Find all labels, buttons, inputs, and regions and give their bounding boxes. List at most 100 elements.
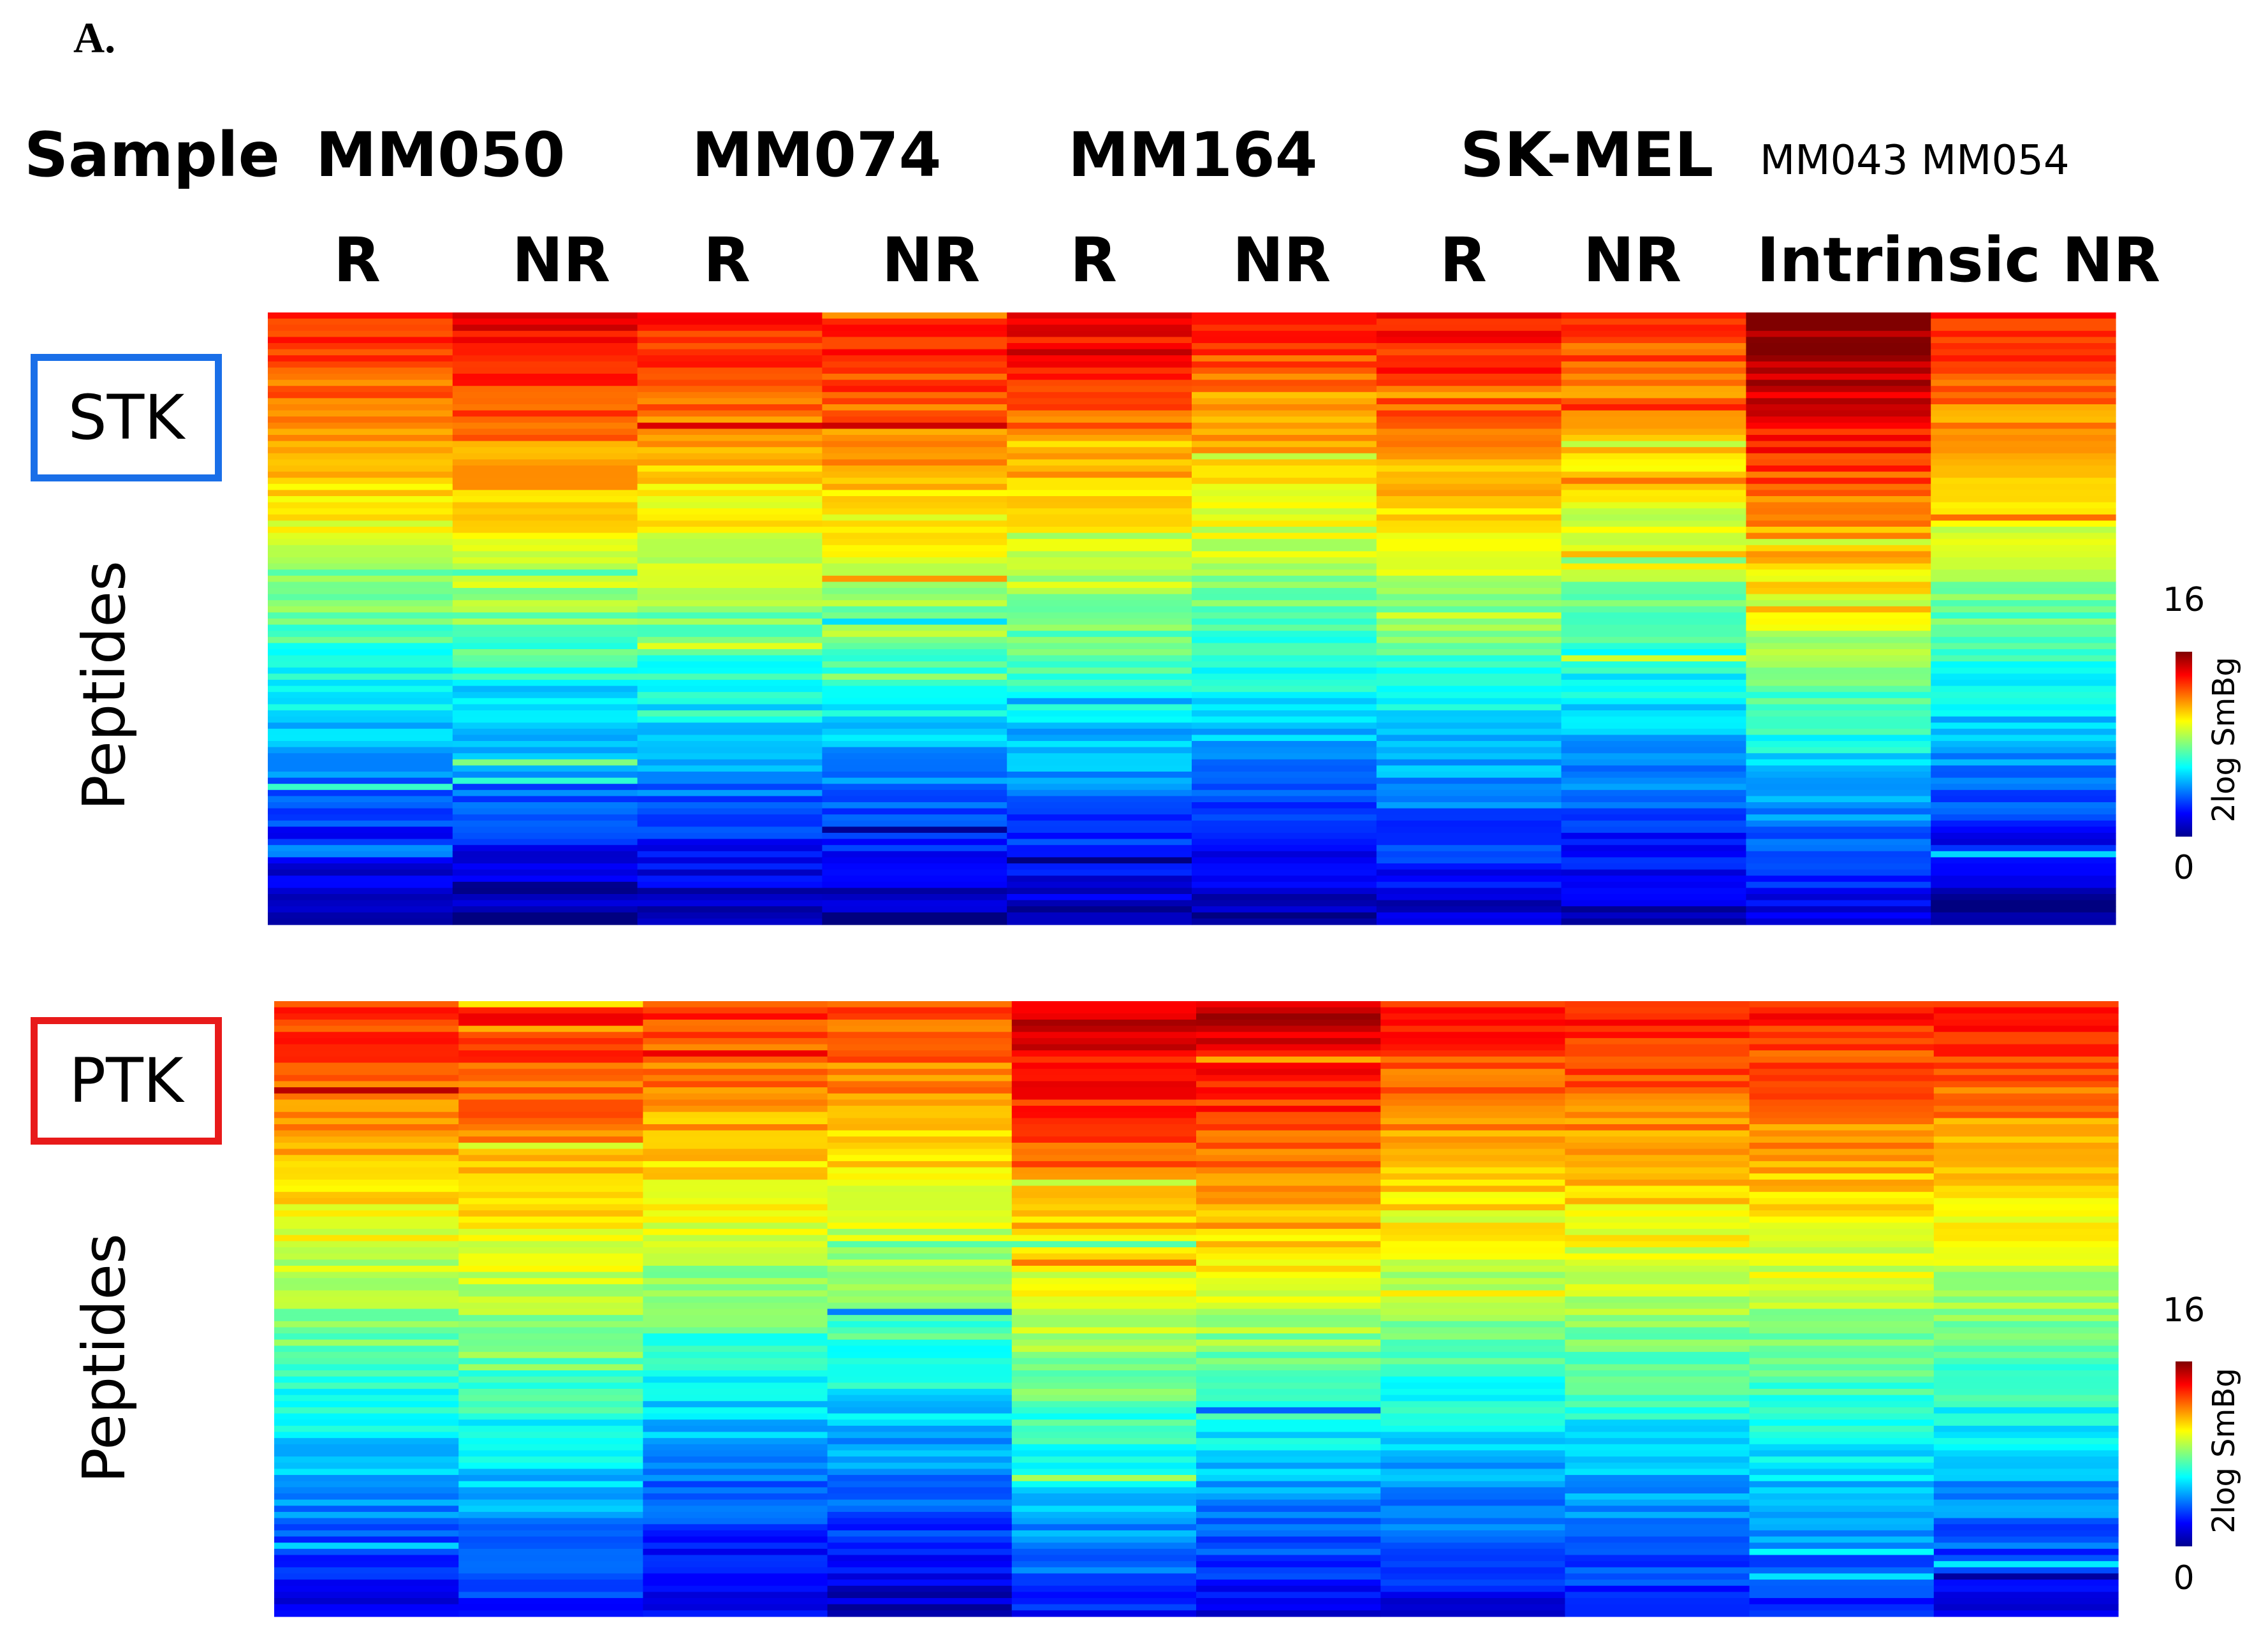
heatmap-cell: [1196, 1444, 1381, 1451]
heatmap-cell: [1192, 624, 1377, 631]
heatmap-cell: [1561, 845, 1746, 852]
heatmap-cell: [1380, 1506, 1565, 1513]
heatmap-cell: [1565, 1511, 1750, 1519]
heatmap-cell: [1565, 1044, 1750, 1051]
heatmap-cell: [1746, 355, 1931, 362]
heatmap-cell: [268, 655, 453, 662]
heatmap-cell: [1746, 404, 1931, 411]
heatmap-cell: [1565, 1204, 1750, 1211]
heatmap-cell: [1931, 912, 2116, 919]
heatmap-cell: [1746, 508, 1931, 515]
heatmap-cell: [827, 1241, 1013, 1248]
heatmap-cell: [827, 1210, 1013, 1217]
heatmap-cell: [643, 1376, 828, 1383]
heatmap-cell: [1196, 1327, 1381, 1334]
heatmap-cell: [452, 483, 638, 490]
heatmap-cell: [458, 1580, 643, 1587]
heatmap-cell: [1933, 1352, 2119, 1359]
heatmap-cell: [822, 619, 1007, 626]
heatmap-cell: [1192, 918, 1377, 925]
heatmap-cell: [1196, 1352, 1381, 1359]
heatmap-cell: [1561, 636, 1746, 643]
heatmap-cell: [274, 1019, 459, 1027]
heatmap-cell: [1376, 741, 1562, 748]
heatmap-cell: [1380, 1062, 1565, 1069]
heatmap-cell: [1192, 532, 1377, 539]
heatmap-cell: [1380, 1272, 1565, 1279]
heatmap-cell: [1007, 649, 1192, 656]
heatmap-cell: [452, 435, 638, 442]
heatmap-cell: [1565, 1475, 1750, 1482]
heatmap-cell: [274, 1216, 459, 1223]
heatmap-cell: [1565, 1333, 1750, 1340]
heatmap-cell: [1933, 1302, 2119, 1310]
heatmap-cell: [637, 876, 823, 883]
heatmap-cell: [822, 789, 1007, 796]
heatmap-cell: [1931, 796, 2116, 803]
heatmap-cell: [827, 1093, 1013, 1100]
heatmap-cell: [1192, 453, 1377, 460]
heatmap-cell: [1007, 361, 1192, 368]
heatmap-cell: [1007, 722, 1192, 730]
heatmap-cell: [827, 1007, 1013, 1014]
heatmap-cell: [452, 857, 638, 864]
heatmap-cell: [1011, 1450, 1197, 1457]
heatmap-cell: [643, 1013, 828, 1020]
sub-intrinsic-nr: Intrinsic NR: [1757, 224, 2161, 296]
heatmap-cell: [1376, 857, 1562, 864]
heatmap-cell: [822, 728, 1007, 735]
heatmap-cell: [1192, 747, 1377, 754]
heatmap-cell: [458, 1241, 643, 1248]
heatmap-cell: [1749, 1462, 1935, 1469]
heatmap-cell: [274, 1309, 459, 1316]
heatmap-cell: [1749, 1524, 1935, 1531]
heatmap-cell: [827, 1598, 1013, 1605]
heatmap-cell: [643, 1296, 828, 1303]
heatmap-cell: [1380, 1432, 1565, 1439]
heatmap-cell: [827, 1069, 1013, 1076]
heatmap-cell: [827, 1167, 1013, 1174]
heatmap-cell: [643, 1481, 828, 1488]
heatmap-cell: [1746, 514, 1931, 521]
heatmap-cell: [1561, 918, 1746, 925]
heatmap-cell: [827, 1499, 1013, 1506]
heatmap-cell: [274, 1376, 459, 1383]
heatmap-cell: [274, 1506, 459, 1513]
heatmap-cell: [1007, 404, 1192, 411]
heatmap-cell: [643, 1259, 828, 1266]
heatmap-cell: [274, 1444, 459, 1451]
heatmap-cell: [643, 1327, 828, 1334]
heatmap-cell: [1746, 441, 1931, 448]
heatmap-cell: [1749, 1050, 1935, 1057]
heatmap-cell: [1561, 912, 1746, 919]
heatmap-cell: [1007, 532, 1192, 539]
heatmap-cell: [637, 680, 823, 687]
heatmap-cell: [1746, 765, 1931, 772]
heatmap-cell: [1746, 881, 1931, 888]
heatmap-cell: [458, 1081, 643, 1088]
heatmap-cell: [452, 673, 638, 680]
heatmap-cell: [1931, 379, 2116, 386]
heatmap-cell: [1933, 1081, 2119, 1088]
heatmap-cell: [822, 802, 1007, 809]
heatmap-cell: [822, 710, 1007, 717]
heatmap-cell: [1931, 330, 2116, 337]
heatmap-cell: [1933, 1376, 2119, 1383]
heatmap-cell: [637, 906, 823, 913]
heatmap-cell: [1376, 551, 1562, 558]
heatmap-cell: [1007, 367, 1192, 374]
heatmap-cell: [268, 759, 453, 766]
heatmap-cell: [827, 1229, 1013, 1236]
heatmap-cell: [458, 1499, 643, 1506]
heatmap-cell: [1749, 1247, 1935, 1254]
heatmap-cell: [458, 1272, 643, 1279]
heatmap-cell: [1011, 1296, 1197, 1303]
heatmap-cell: [1931, 612, 2116, 619]
heatmap-cell: [1380, 1099, 1565, 1106]
heatmap-cell: [1007, 796, 1192, 803]
heatmap-cell: [274, 1543, 459, 1550]
heatmap-cell: [637, 888, 823, 895]
heatmap-cell: [1565, 1111, 1750, 1118]
heatmap-cell: [1007, 466, 1192, 473]
heatmap-cell: [1749, 1222, 1935, 1229]
